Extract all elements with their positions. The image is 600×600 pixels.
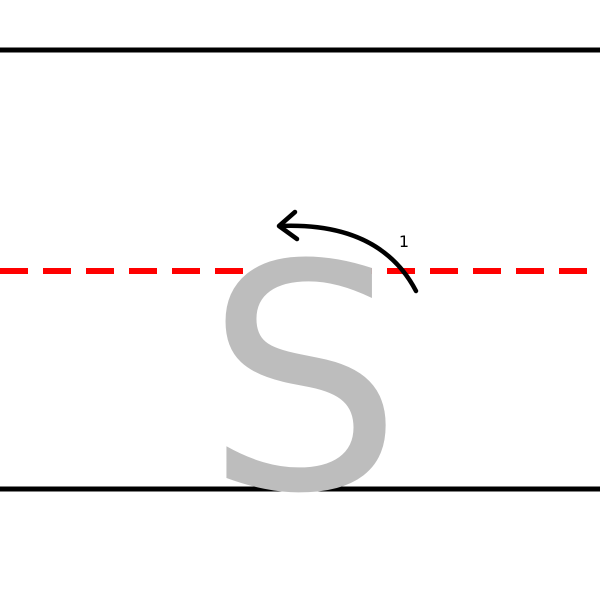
stroke-number-label: 1 (399, 232, 409, 251)
letter-glyph: S (205, 198, 403, 562)
curved-arrow-icon (276, 209, 419, 294)
